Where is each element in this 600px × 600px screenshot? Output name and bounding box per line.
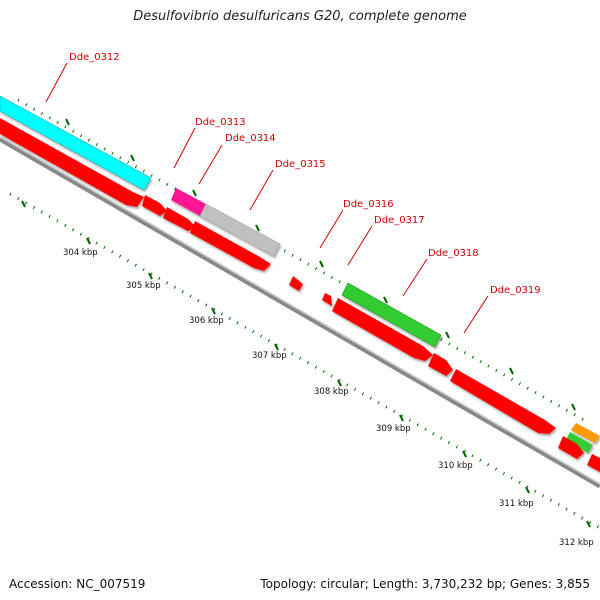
gene-labels: Dde_0312 Dde_0313 Dde_0314 Dde_0315 Dde_… (69, 52, 541, 296)
cds-track[interactable] (0, 118, 600, 472)
gene-label[interactable]: Dde_0315 (275, 159, 326, 170)
scale-label: 310 kbp (438, 461, 473, 471)
gene-label[interactable]: Dde_0312 (69, 52, 120, 63)
genome-backbone (0, 136, 600, 489)
gene-label[interactable]: Dde_0317 (374, 215, 425, 226)
cds-arrow[interactable] (163, 207, 197, 231)
cds-arrow[interactable] (142, 195, 167, 216)
gene-label[interactable]: Dde_0313 (195, 117, 246, 128)
green-feature-small[interactable] (566, 432, 593, 453)
cds-arrow[interactable] (332, 298, 433, 361)
scale-label: 311 kbp (499, 499, 534, 509)
genome-summary-text: Topology: circular; Length: 3,730,232 bp… (260, 577, 590, 591)
cds-arrow[interactable] (322, 293, 332, 306)
cds-arrow[interactable] (558, 436, 584, 459)
feature-track[interactable] (0, 95, 600, 453)
map-title: Desulfovibrio desulfuricans G20, complet… (133, 9, 467, 24)
gene-label[interactable]: Dde_0319 (490, 285, 541, 296)
magenta-feature[interactable] (171, 188, 206, 216)
scale-label: 312 kbp (559, 538, 594, 548)
accession-text: Accession: NC_007519 (9, 577, 146, 591)
cyan-feature[interactable] (0, 95, 152, 191)
scale-label: 306 kbp (189, 316, 224, 326)
scale-labels: 304 kbp 305 kbp 306 kbp 307 kbp 308 kbp … (63, 248, 594, 548)
gray-feature[interactable] (199, 203, 281, 257)
inner-tick-ring (9, 192, 600, 530)
scale-label: 308 kbp (314, 387, 349, 397)
cds-arrow[interactable] (450, 369, 556, 434)
cds-arrow[interactable] (289, 276, 303, 291)
cds-arrow[interactable] (190, 221, 271, 271)
scale-label: 309 kbp (376, 424, 411, 434)
green-feature[interactable] (341, 282, 442, 348)
cds-arrow[interactable] (587, 454, 600, 472)
cds-arrow[interactable] (0, 118, 144, 207)
scale-label: 305 kbp (126, 281, 161, 291)
orange-feature[interactable] (571, 423, 600, 443)
scale-label: 304 kbp (63, 248, 98, 258)
gene-label[interactable]: Dde_0316 (343, 199, 394, 210)
gene-label[interactable]: Dde_0318 (428, 248, 479, 259)
label-leaders (45, 62, 489, 334)
outer-tick-ring (17, 98, 585, 422)
scale-label: 307 kbp (252, 351, 287, 361)
cds-arrow[interactable] (428, 353, 453, 376)
gene-label[interactable]: Dde_0314 (225, 133, 276, 144)
